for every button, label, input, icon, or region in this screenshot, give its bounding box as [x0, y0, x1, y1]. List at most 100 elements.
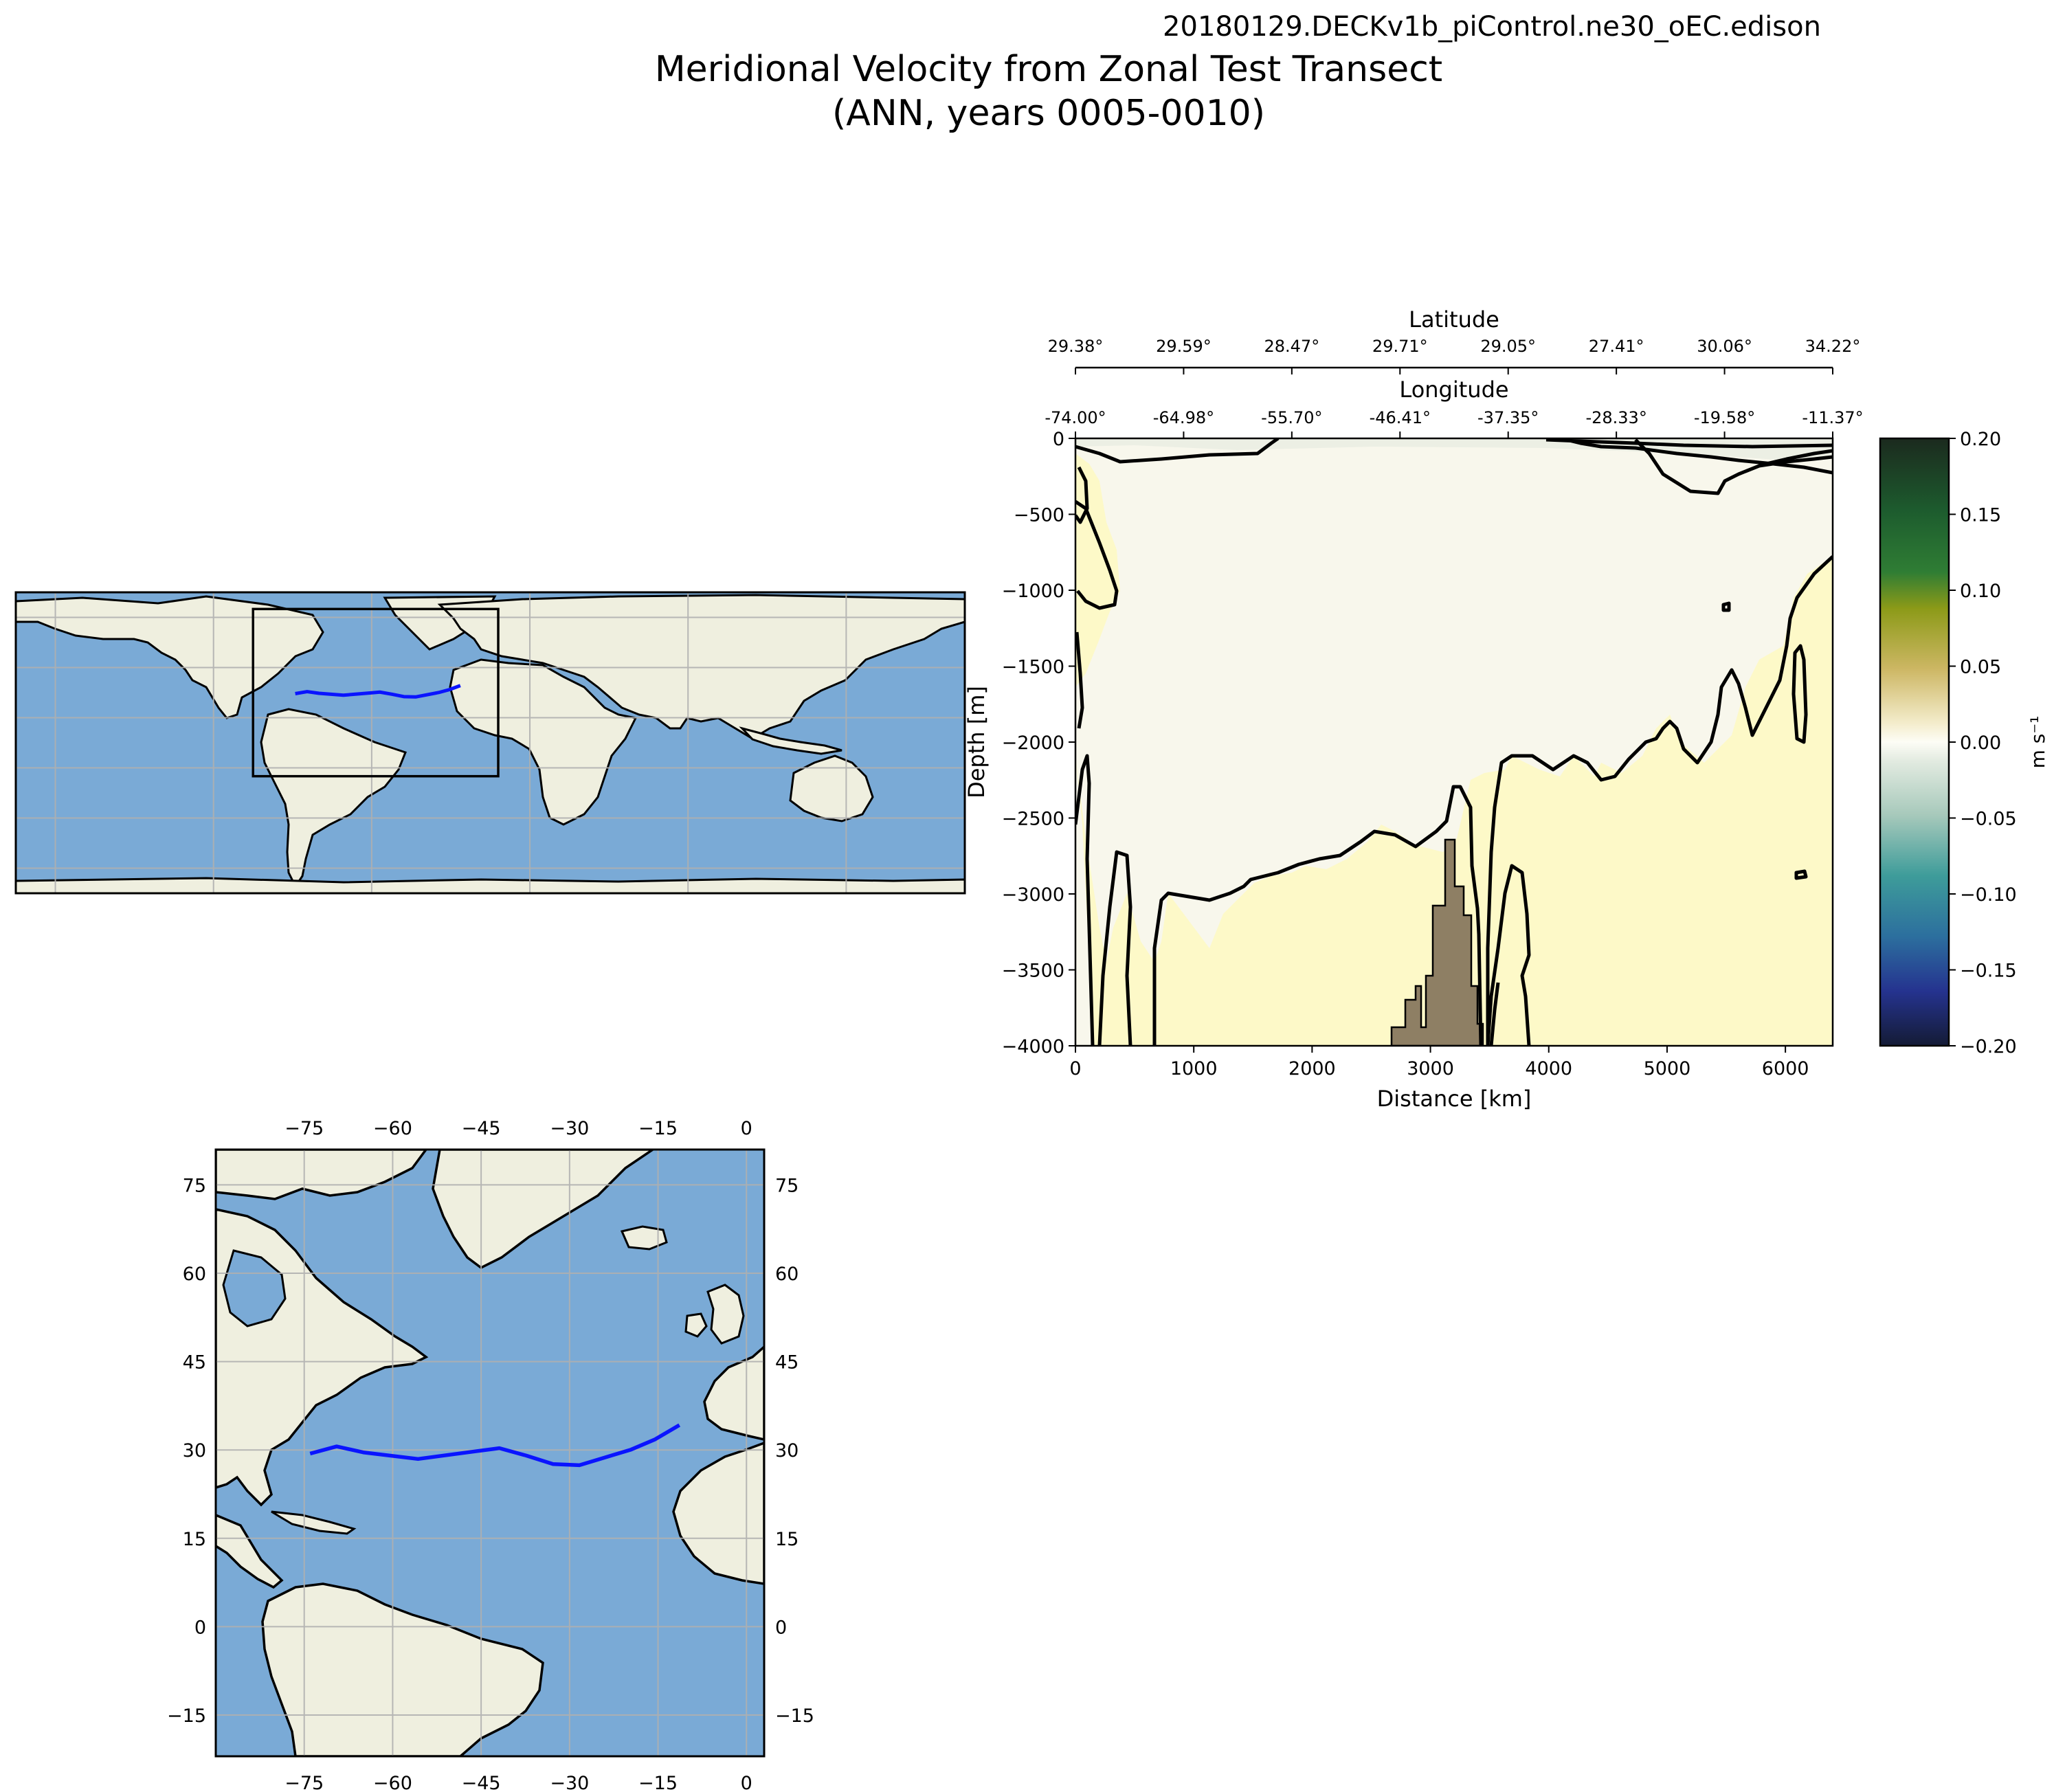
section-longitude-label: Longitude: [1399, 377, 1508, 403]
contour-surface-right-3: [1765, 449, 1833, 466]
regional-lat-tick-label-right: 30: [775, 1440, 799, 1461]
global-map-frame: [14, 591, 966, 895]
section-positive-region-lower: [1075, 557, 1833, 1046]
colorbar: 0.20 0.15 0.10 0.05 0.00 −0.05 −0.10 −0.15 −0.20…: [1879, 429, 2049, 1057]
regional-lat-tick-label-right: −15: [775, 1705, 814, 1727]
section-y-tick-label: −2000: [1002, 732, 1064, 754]
regional-map-transect-line: [309, 1423, 681, 1468]
section-longitude-tick-label: -28.33°: [1585, 408, 1646, 427]
contour-left-abyss: [1075, 754, 1095, 1046]
regional-map-frame: [214, 1148, 766, 1758]
section-latitude-tick-label: 28.47°: [1264, 337, 1319, 356]
regional-lat-tick-label-right: 45: [775, 1352, 799, 1374]
section-x-tick-label: 0: [1069, 1058, 1081, 1079]
regional-map-lon-labels-bottom: −75 −60 −45 −30 −15 0: [284, 1773, 752, 1792]
section-ylabel: Depth [m]: [963, 686, 990, 798]
regional-lon-tick-label-bottom: −75: [284, 1773, 324, 1792]
regional-lat-tick-label-left: 45: [183, 1352, 206, 1374]
global-map-land: [16, 594, 965, 893]
regional-lat-tick-label-left: 15: [183, 1529, 206, 1550]
colorbar-ticks: 0.20 0.15 0.10 0.05 0.00 −0.05 −0.10 −0.15 −0.20: [1949, 429, 2017, 1057]
contour-deep-right: [1489, 982, 1500, 1046]
contour-main-positive: [1152, 785, 1483, 1046]
regional-lon-tick-label-bottom: −15: [638, 1773, 678, 1792]
colorbar-tick-label: −0.20: [1960, 1036, 2017, 1057]
regional-lon-tick-label-bottom: −30: [550, 1773, 589, 1792]
section-latitude-tick-label: 29.38°: [1048, 337, 1104, 356]
global-map: [14, 591, 966, 895]
contour-left-deep: [1075, 631, 1084, 729]
section-longitude-tick-label: -64.98°: [1153, 408, 1214, 427]
section-latitude-tick-label: 34.22°: [1805, 337, 1861, 356]
section-y-tick-label: −500: [1014, 505, 1064, 526]
contour-left-patch: [1075, 466, 1089, 524]
section-y-tick-label: 0: [1053, 429, 1064, 450]
section-latitude-tick-label: 30.06°: [1697, 337, 1752, 356]
contour-deep-loop: [1097, 850, 1132, 1046]
land-british-isles: [706, 1284, 745, 1345]
section-x-tick-label: 4000: [1525, 1058, 1572, 1079]
section-y-axis: 0 −500 −1000 −1500 −2000 −2500 −3000 −3500 −4000: [1002, 429, 1075, 1057]
regional-lon-tick-label-bottom: −60: [373, 1773, 412, 1792]
global-map-region-box: [252, 607, 500, 778]
section-latitude-axis: 29.38° 29.59° 28.47° 29.71° 29.05° 27.41° 30.0…: [1048, 337, 1861, 374]
regional-lat-tick-label-left: 0: [194, 1617, 206, 1638]
section-longitude-tick-label: -55.70°: [1261, 408, 1322, 427]
section-latitude-label: Latitude: [1409, 306, 1499, 333]
contour-upper-left: [1075, 438, 1280, 464]
contour-surface-right: [1566, 438, 1833, 475]
colorbar-tick-label: 0.15: [1960, 505, 2001, 526]
contour-right-loop: [1791, 644, 1808, 744]
global-map-gridlines: [16, 592, 965, 893]
run-name: 20180129.DECKv1b_piControl.ne30_oEC.edis…: [1163, 11, 1821, 43]
regional-lon-tick-label-top: −15: [638, 1118, 678, 1139]
regional-lon-tick-label-top: −60: [373, 1118, 412, 1139]
regional-map-land: [216, 1150, 764, 1756]
colorbar-tick-label: −0.10: [1960, 884, 2017, 906]
section-x-tick-label: 5000: [1644, 1058, 1691, 1079]
land-greenland: [432, 1150, 656, 1270]
regional-lat-tick-label-left: −15: [167, 1705, 206, 1727]
section-bathymetry: [1390, 838, 1484, 1046]
regional-map-lon-labels-top: −75 −60 −45 −30 −15 0: [284, 1118, 752, 1139]
land-ireland: [684, 1312, 708, 1338]
regional-lon-tick-label-bottom: −45: [462, 1773, 501, 1792]
colorbar-tick-label: 0.00: [1960, 732, 2001, 754]
regional-lat-tick-label-left: 75: [183, 1175, 206, 1196]
contour-ridge-right: [1486, 555, 1833, 1046]
section-latitude-tick-label: 29.71°: [1372, 337, 1428, 356]
section-x-tick-label: 2000: [1288, 1058, 1336, 1079]
colorbar-tick-label: 0.10: [1960, 581, 2001, 602]
water-hudson-bay: [222, 1249, 287, 1328]
land-cuba: [271, 1510, 357, 1535]
regional-lon-tick-label-top: −75: [284, 1118, 324, 1139]
section-latitude-tick-label: 27.41°: [1589, 337, 1644, 356]
regional-lat-tick-label-right: 15: [775, 1529, 799, 1550]
contour-surface-top: [1545, 438, 1833, 449]
regional-lat-tick-label-left: 30: [183, 1440, 206, 1461]
regional-lon-tick-label-top: 0: [741, 1118, 752, 1139]
figure-title-line2: (ANN, years 0005-0010): [832, 93, 1265, 134]
section-y-tick-label: −2500: [1002, 809, 1064, 830]
section-y-tick-label: −3000: [1002, 884, 1064, 906]
colorbar-label: m s⁻¹: [2027, 716, 2049, 769]
regional-lat-tick-label-right: 60: [775, 1264, 799, 1285]
section-y-tick-label: −3500: [1002, 961, 1064, 982]
regional-lon-tick-label-top: −30: [550, 1118, 589, 1139]
regional-map-lat-labels-right: 75 60 45 30 15 0 −15: [775, 1175, 814, 1727]
section-latitude-tick-label: 29.05°: [1480, 337, 1536, 356]
land-south-america: [260, 708, 407, 888]
regional-lat-tick-label-left: 60: [183, 1264, 206, 1285]
colorbar-gradient: [1879, 437, 1950, 1047]
land-antarctica: [16, 877, 965, 893]
section-latitude-tick-label: 29.59°: [1156, 337, 1212, 356]
colorbar-tick-label: 0.05: [1960, 657, 2001, 678]
regional-lon-tick-label-bottom: 0: [741, 1773, 752, 1792]
land-iceland: [620, 1225, 668, 1251]
land-indonesia: [739, 726, 842, 755]
regional-lat-tick-label-right: 0: [775, 1617, 787, 1638]
contour-small-loop-1: [1721, 601, 1731, 612]
colorbar-tick-label: 0.20: [1960, 429, 2001, 450]
section-x-tick-label: 6000: [1762, 1058, 1809, 1079]
